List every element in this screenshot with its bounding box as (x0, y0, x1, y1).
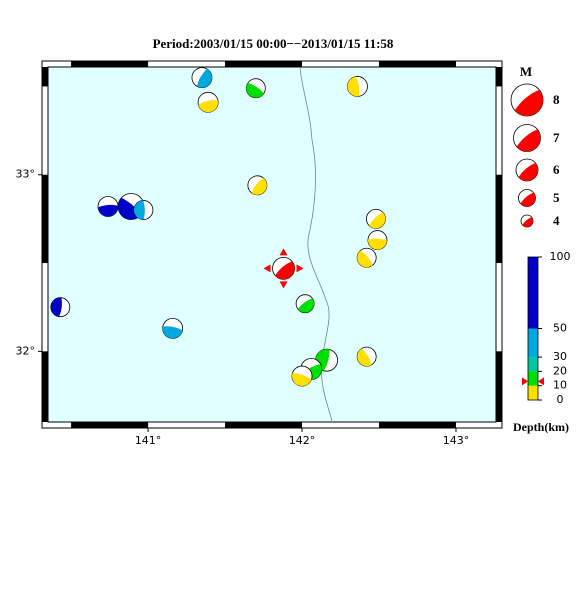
focal-mechanism (356, 247, 377, 268)
magnitude-legend-ball (518, 189, 536, 207)
magnitude-legend-label: 7 (553, 130, 560, 145)
ball-quadrant (275, 261, 295, 280)
map-title: Period:2003/01/15 00:00−−2013/01/15 11:5… (153, 36, 394, 51)
magnitude-title: M (520, 64, 532, 79)
depth-band (528, 328, 538, 358)
main-event (272, 256, 295, 280)
magnitude-legend-ball (520, 214, 534, 228)
frame-bar (496, 174, 502, 264)
focal-mechanism (191, 67, 213, 88)
ball-quadrant (520, 192, 536, 207)
focal-mechanism (245, 78, 266, 99)
focal-mechanism (50, 297, 71, 318)
depth-band (528, 371, 538, 386)
contour-line (299, 66, 333, 423)
ball-quadrant (518, 162, 538, 182)
depth-marker (522, 377, 544, 386)
depth-tick-label: 30 (553, 350, 567, 363)
y-tick-label: 32° (16, 344, 36, 357)
ball-quadrant (50, 297, 62, 317)
main-event-arrow (279, 281, 288, 289)
focal-mechanism (97, 196, 119, 217)
focal-mechanism (367, 230, 388, 250)
depth-tick-label: 100 (550, 250, 571, 263)
depth-band (528, 385, 538, 400)
magnitude-legend-label: 4 (553, 213, 560, 228)
frame-bar (496, 351, 502, 422)
frame-bar (496, 67, 502, 87)
frame-bar (378, 61, 456, 67)
ball-quadrant (516, 129, 541, 152)
magnitude-legend-ball (510, 83, 544, 117)
ball-quadrant (292, 372, 312, 387)
focal-mechanism (347, 76, 368, 97)
frame-bar (42, 351, 48, 422)
focal-mechanism (356, 346, 377, 367)
focal-mechanism (291, 365, 313, 387)
ball-quadrant (246, 82, 264, 98)
sea (47, 66, 497, 423)
ball-quadrant (198, 99, 219, 113)
frame-bar (42, 174, 48, 264)
frame-bar (225, 422, 303, 428)
ball-quadrant (514, 89, 543, 117)
focal-mechanism (247, 175, 268, 196)
ball-quadrant (347, 76, 360, 97)
ball-quadrant (357, 250, 373, 268)
ball-quadrant (357, 348, 372, 367)
depth-title: Depth(km) (513, 420, 569, 434)
ball-quadrant (162, 326, 183, 339)
ball-quadrant (98, 204, 119, 217)
focal-mechanism (366, 208, 386, 229)
ball-quadrant (297, 298, 315, 313)
magnitude-legend-ball (515, 158, 539, 182)
frame-bar (42, 67, 48, 87)
focal-mechanism (295, 294, 315, 314)
magnitude-legend-label: 8 (553, 92, 560, 107)
main-event-arrow (263, 264, 271, 273)
ball-quadrant (522, 217, 533, 227)
depth-tick-label: 0 (557, 393, 564, 406)
depth-tick-label: 10 (553, 379, 567, 392)
focal-mechanism (162, 317, 184, 339)
depth-tick-label: 20 (553, 364, 567, 377)
frame-bar (71, 61, 149, 67)
y-tick-label: 33° (16, 168, 36, 181)
magnitude-legend-ball (513, 124, 541, 152)
main-event-arrow (279, 248, 288, 256)
ball-quadrant (133, 200, 145, 220)
ball-quadrant (367, 238, 387, 250)
ball-quadrant (251, 177, 267, 195)
ball-quadrant (196, 68, 212, 88)
depth-band (528, 357, 538, 372)
frame-bar (71, 422, 149, 428)
x-tick-label: 143° (443, 434, 470, 447)
focal-mechanism (133, 200, 154, 220)
x-tick-label: 141° (135, 434, 162, 447)
depth-tick-label: 50 (553, 322, 567, 335)
focal-mechanism (197, 91, 219, 113)
ball-quadrant (369, 212, 386, 229)
magnitude-legend-label: 6 (553, 162, 560, 177)
magnitude-legend-label: 5 (553, 190, 560, 205)
frame-bar (225, 61, 303, 67)
frame-bar (378, 422, 456, 428)
depth-band (528, 257, 538, 329)
x-tick-label: 142° (289, 434, 316, 447)
main-event-arrow (296, 264, 304, 273)
